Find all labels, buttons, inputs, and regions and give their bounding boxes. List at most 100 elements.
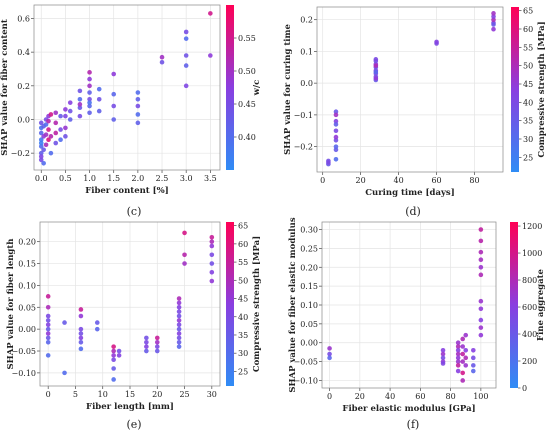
data-point	[111, 348, 116, 354]
y-tick-label: 0.25	[300, 244, 318, 253]
colorbar-tick-label: 35	[523, 117, 533, 126]
plot-frame	[39, 221, 221, 387]
data-point	[67, 100, 73, 105]
y-tick-label: 0.1	[300, 47, 313, 56]
data-point	[478, 272, 484, 278]
data-point	[46, 127, 51, 132]
data-point	[208, 53, 213, 58]
data-point	[45, 353, 51, 358]
data-point	[209, 235, 215, 240]
colorbar-tick-label: 0.55	[238, 34, 256, 43]
data-point	[77, 96, 83, 102]
data-point	[96, 86, 102, 92]
x-tick-label: 30	[207, 390, 217, 399]
colorbar-tick-label: 55	[523, 43, 533, 52]
data-point	[463, 332, 469, 338]
y-tick-label: 0.30	[300, 226, 318, 235]
data-point	[327, 351, 332, 357]
y-tick-label: 0.15	[300, 282, 318, 291]
data-point	[87, 90, 92, 95]
y-tick-label: 0.0	[300, 79, 313, 88]
y-tick-label: −0.05	[293, 358, 318, 367]
data-point	[491, 22, 496, 27]
data-point	[183, 36, 189, 41]
data-point	[455, 368, 461, 374]
data-point	[111, 91, 117, 97]
plot-area	[317, 7, 503, 172]
data-point	[491, 14, 496, 19]
data-point	[478, 306, 484, 312]
data-point	[440, 347, 446, 353]
data-point	[45, 294, 51, 299]
x-tick-label: 10	[98, 390, 108, 399]
data-point	[333, 144, 339, 149]
data-point	[43, 132, 49, 137]
data-point	[209, 269, 215, 275]
colorbar-tick-label: 50	[238, 276, 248, 285]
x-tick-label: 1.0	[83, 174, 96, 183]
x-tick-label: 60	[431, 176, 441, 185]
data-point	[208, 11, 213, 16]
data-point	[111, 357, 116, 363]
data-point	[87, 76, 92, 82]
data-point	[455, 359, 461, 364]
data-point	[78, 313, 84, 319]
y-axis-label: SHAP value for fiber length	[6, 239, 16, 370]
data-point	[154, 335, 160, 341]
x-axis-label: Fiber elastic modulus [GPa]	[342, 404, 475, 414]
data-point	[176, 335, 182, 341]
data-point	[87, 96, 92, 102]
data-point	[38, 137, 44, 142]
data-point	[463, 347, 469, 353]
y-tick-label: −0.2	[294, 143, 313, 152]
data-point	[38, 144, 44, 149]
data-point	[94, 320, 100, 325]
x-tick-label: 20	[356, 176, 366, 185]
colorbar-tick-label: 200	[522, 357, 537, 366]
data-point	[183, 63, 189, 68]
x-tick-label: 0	[46, 390, 51, 399]
data-point	[43, 122, 49, 127]
data-point	[209, 261, 215, 266]
data-point	[67, 108, 73, 114]
data-point	[38, 130, 44, 136]
data-point	[116, 353, 122, 358]
data-point	[144, 335, 149, 341]
data-point	[78, 339, 84, 345]
data-point	[460, 370, 466, 376]
colorbar-label: w/c	[252, 80, 262, 97]
data-point	[455, 344, 461, 349]
data-point	[373, 76, 379, 81]
data-point	[135, 112, 141, 117]
caption-f: (f)	[407, 418, 420, 431]
data-point	[58, 113, 63, 119]
y-tick-label: 0.2	[17, 82, 30, 91]
data-point	[478, 325, 484, 330]
x-tick-label: 15	[125, 390, 135, 399]
x-axis-label: Curing time [days]	[365, 188, 454, 198]
data-point	[440, 361, 446, 366]
data-point	[478, 298, 484, 304]
data-point	[38, 150, 44, 156]
data-point	[46, 137, 51, 142]
y-tick-label: 0.2	[300, 16, 313, 25]
data-point	[333, 122, 339, 127]
data-point	[333, 137, 339, 143]
x-tick-label: 60	[415, 392, 425, 401]
colorbar-tick-label: 25	[523, 153, 533, 162]
data-point	[45, 304, 51, 310]
data-point	[209, 252, 215, 258]
data-point	[77, 88, 83, 94]
colorbar-tick-label: 45	[238, 295, 248, 304]
data-point	[440, 351, 446, 357]
data-point	[333, 147, 339, 153]
data-point	[87, 110, 92, 116]
data-point	[471, 347, 476, 353]
colorbar-tick-label: 400	[522, 330, 537, 339]
x-axis-label: Fiber content [%]	[85, 186, 169, 196]
data-point	[478, 264, 484, 270]
colorbar-tick-label: 600	[522, 303, 537, 312]
data-point	[41, 160, 46, 166]
data-point	[43, 142, 49, 148]
x-tick-label: 0.0	[35, 174, 48, 183]
